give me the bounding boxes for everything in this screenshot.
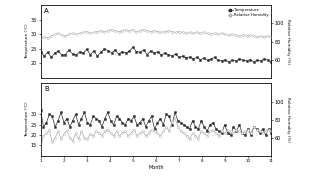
X-axis label: Month: Month — [148, 165, 164, 170]
Y-axis label: Temperature (°C): Temperature (°C) — [25, 102, 29, 137]
Legend: Temperature, Relative Humidity: Temperature, Relative Humidity — [227, 7, 270, 18]
Y-axis label: Relative Humidity (%): Relative Humidity (%) — [286, 19, 290, 64]
Y-axis label: Relative Humidity (%): Relative Humidity (%) — [286, 97, 290, 142]
Text: B: B — [44, 86, 49, 92]
Y-axis label: Temperature (°C): Temperature (°C) — [25, 24, 29, 59]
Text: A: A — [44, 8, 49, 14]
